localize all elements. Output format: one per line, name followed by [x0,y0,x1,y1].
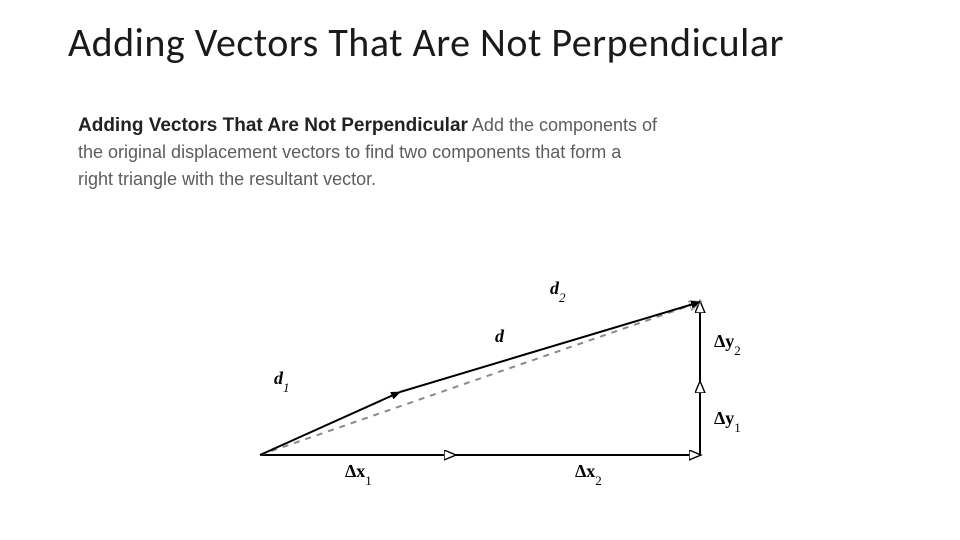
vector-diagram: Δx1 Δx2 Δy1 Δy2 d d1 d2 [230,260,750,495]
svg-text:Δx1: Δx1 [345,461,372,488]
slide: Adding Vectors That Are Not Perpendicula… [0,0,960,540]
svg-text:Δx2: Δx2 [575,461,602,488]
svg-text:Δy1: Δy1 [714,408,741,435]
slide-title: Adding Vectors That Are Not Perpendicula… [68,18,784,67]
svg-text:d: d [495,326,505,346]
body-heading: Adding Vectors That Are Not Perpendicula… [78,115,468,136]
svg-text:Δy2: Δy2 [714,331,741,358]
body-block: Adding Vectors That Are Not Perpendicula… [78,112,658,193]
svg-text:d2: d2 [550,278,566,305]
svg-text:d1: d1 [274,368,289,395]
